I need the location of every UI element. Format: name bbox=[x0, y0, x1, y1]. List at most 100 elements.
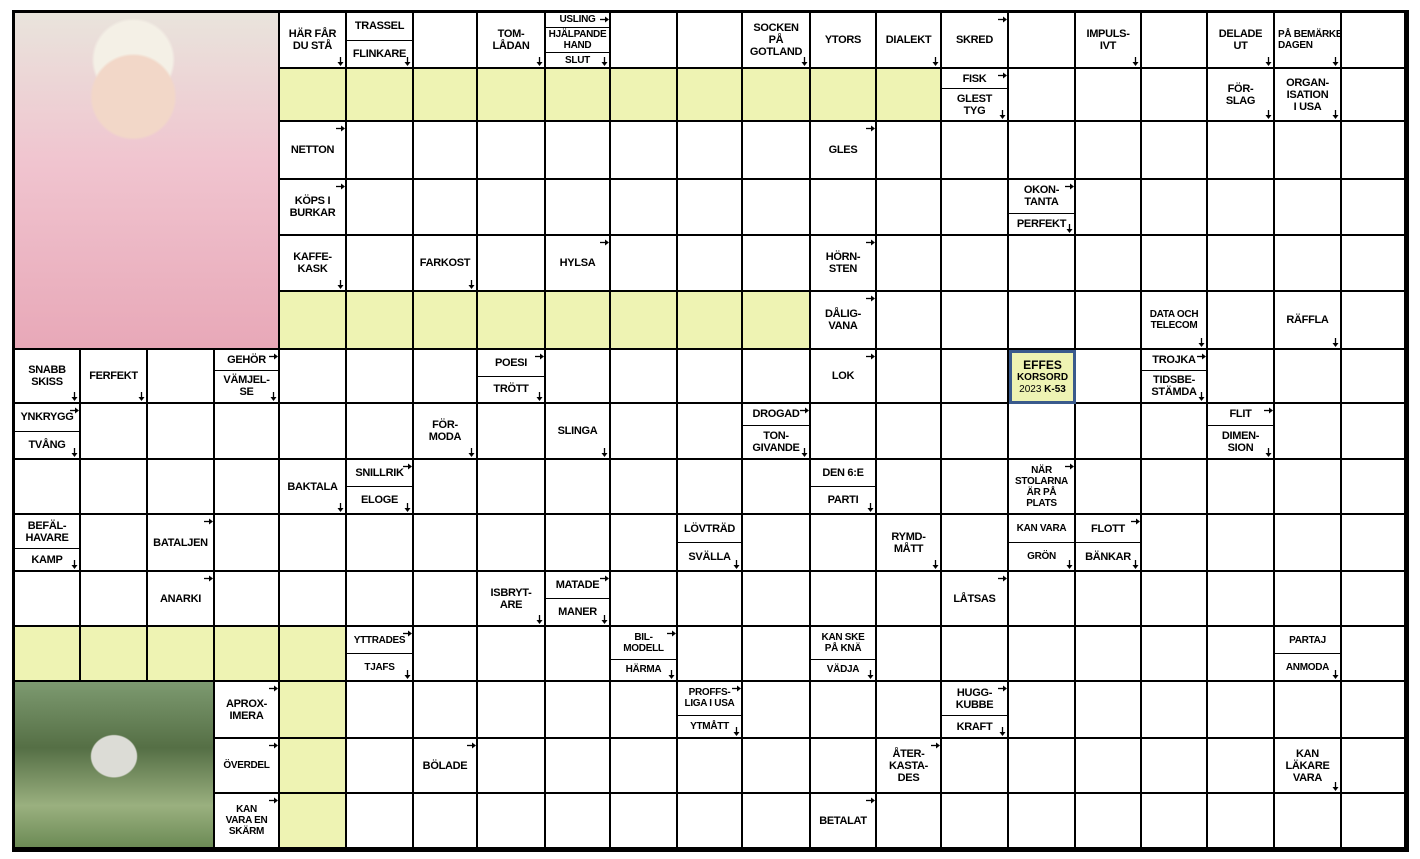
answer-cell[interactable] bbox=[1208, 515, 1275, 572]
answer-cell[interactable] bbox=[611, 739, 678, 794]
answer-cell[interactable] bbox=[1076, 350, 1142, 404]
answer-cell[interactable] bbox=[942, 292, 1009, 350]
answer-cell[interactable] bbox=[678, 350, 743, 404]
answer-cell[interactable] bbox=[811, 739, 877, 794]
answer-cell[interactable] bbox=[1208, 122, 1275, 180]
answer-cell[interactable] bbox=[877, 236, 942, 292]
answer-cell[interactable] bbox=[678, 180, 743, 236]
answer-cell[interactable] bbox=[1208, 739, 1275, 794]
answer-cell[interactable] bbox=[1142, 682, 1208, 739]
answer-cell[interactable] bbox=[877, 572, 942, 627]
answer-cell[interactable] bbox=[347, 572, 414, 627]
answer-cell[interactable] bbox=[478, 739, 546, 794]
answer-cell[interactable] bbox=[215, 515, 280, 572]
answer-cell[interactable] bbox=[1275, 404, 1342, 460]
answer-cell[interactable] bbox=[1275, 515, 1342, 572]
answer-cell[interactable] bbox=[546, 69, 611, 122]
answer-cell[interactable] bbox=[1342, 404, 1406, 460]
answer-cell[interactable] bbox=[743, 572, 811, 627]
answer-cell[interactable] bbox=[1076, 627, 1142, 682]
answer-cell[interactable] bbox=[743, 739, 811, 794]
answer-cell[interactable] bbox=[743, 122, 811, 180]
answer-cell[interactable] bbox=[743, 460, 811, 515]
answer-cell[interactable] bbox=[1342, 69, 1406, 122]
answer-cell[interactable] bbox=[546, 739, 611, 794]
answer-cell[interactable] bbox=[1275, 682, 1342, 739]
answer-cell[interactable] bbox=[877, 627, 942, 682]
answer-cell[interactable] bbox=[15, 572, 81, 627]
answer-cell[interactable] bbox=[811, 572, 877, 627]
answer-cell[interactable] bbox=[1009, 572, 1076, 627]
answer-cell[interactable] bbox=[546, 515, 611, 572]
answer-cell[interactable] bbox=[81, 515, 148, 572]
answer-cell[interactable] bbox=[546, 350, 611, 404]
answer-cell[interactable] bbox=[414, 13, 478, 69]
answer-cell[interactable] bbox=[877, 404, 942, 460]
answer-cell[interactable] bbox=[1076, 180, 1142, 236]
answer-cell[interactable] bbox=[347, 180, 414, 236]
answer-cell[interactable] bbox=[546, 122, 611, 180]
answer-cell[interactable] bbox=[611, 794, 678, 849]
answer-cell[interactable] bbox=[478, 794, 546, 849]
answer-cell[interactable] bbox=[280, 627, 347, 682]
answer-cell[interactable] bbox=[546, 794, 611, 849]
answer-cell[interactable] bbox=[743, 627, 811, 682]
answer-cell[interactable] bbox=[215, 572, 280, 627]
answer-cell[interactable] bbox=[81, 460, 148, 515]
answer-cell[interactable] bbox=[611, 180, 678, 236]
answer-cell[interactable] bbox=[611, 292, 678, 350]
answer-cell[interactable] bbox=[414, 794, 478, 849]
answer-cell[interactable] bbox=[280, 515, 347, 572]
answer-cell[interactable] bbox=[611, 350, 678, 404]
answer-cell[interactable] bbox=[877, 180, 942, 236]
answer-cell[interactable] bbox=[811, 180, 877, 236]
answer-cell[interactable] bbox=[678, 404, 743, 460]
answer-cell[interactable] bbox=[81, 627, 148, 682]
answer-cell[interactable] bbox=[811, 515, 877, 572]
answer-cell[interactable] bbox=[478, 69, 546, 122]
answer-cell[interactable] bbox=[478, 460, 546, 515]
answer-cell[interactable] bbox=[611, 69, 678, 122]
answer-cell[interactable] bbox=[743, 350, 811, 404]
answer-cell[interactable] bbox=[942, 236, 1009, 292]
answer-cell[interactable] bbox=[1009, 794, 1076, 849]
answer-cell[interactable] bbox=[280, 350, 347, 404]
answer-cell[interactable] bbox=[678, 69, 743, 122]
answer-cell[interactable] bbox=[678, 627, 743, 682]
answer-cell[interactable] bbox=[1142, 794, 1208, 849]
answer-cell[interactable] bbox=[678, 13, 743, 69]
answer-cell[interactable] bbox=[1009, 69, 1076, 122]
answer-cell[interactable] bbox=[546, 627, 611, 682]
answer-cell[interactable] bbox=[280, 69, 347, 122]
answer-cell[interactable] bbox=[743, 69, 811, 122]
answer-cell[interactable] bbox=[478, 627, 546, 682]
answer-cell[interactable] bbox=[1342, 122, 1406, 180]
answer-cell[interactable] bbox=[942, 739, 1009, 794]
answer-cell[interactable] bbox=[215, 627, 280, 682]
answer-cell[interactable] bbox=[743, 515, 811, 572]
answer-cell[interactable] bbox=[1142, 180, 1208, 236]
answer-cell[interactable] bbox=[280, 292, 347, 350]
answer-cell[interactable] bbox=[678, 572, 743, 627]
answer-cell[interactable] bbox=[1208, 350, 1275, 404]
answer-cell[interactable] bbox=[1076, 292, 1142, 350]
answer-cell[interactable] bbox=[414, 515, 478, 572]
answer-cell[interactable] bbox=[1009, 13, 1076, 69]
answer-cell[interactable] bbox=[280, 404, 347, 460]
answer-cell[interactable] bbox=[942, 350, 1009, 404]
answer-cell[interactable] bbox=[347, 122, 414, 180]
answer-cell[interactable] bbox=[478, 180, 546, 236]
answer-cell[interactable] bbox=[678, 794, 743, 849]
answer-cell[interactable] bbox=[1142, 572, 1208, 627]
answer-cell[interactable] bbox=[15, 460, 81, 515]
answer-cell[interactable] bbox=[478, 515, 546, 572]
answer-cell[interactable] bbox=[877, 460, 942, 515]
answer-cell[interactable] bbox=[1208, 236, 1275, 292]
answer-cell[interactable] bbox=[280, 794, 347, 849]
answer-cell[interactable] bbox=[743, 180, 811, 236]
answer-cell[interactable] bbox=[414, 292, 478, 350]
answer-cell[interactable] bbox=[1076, 69, 1142, 122]
answer-cell[interactable] bbox=[1009, 627, 1076, 682]
answer-cell[interactable] bbox=[942, 627, 1009, 682]
answer-cell[interactable] bbox=[942, 180, 1009, 236]
